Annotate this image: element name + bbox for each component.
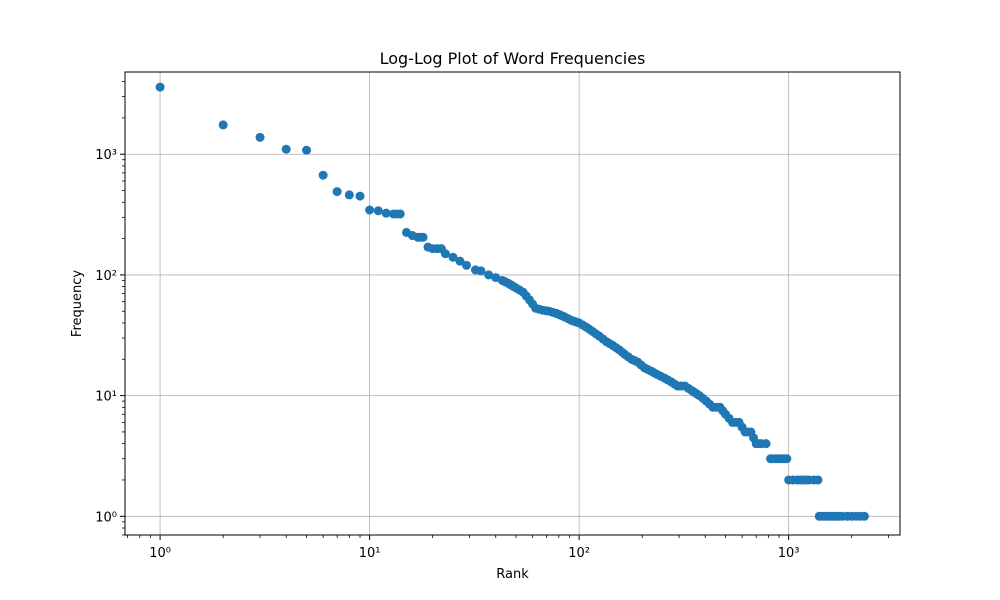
x-tick-label: 10² xyxy=(568,546,590,561)
data-point xyxy=(578,320,588,330)
data-point xyxy=(318,170,328,180)
data-point xyxy=(415,232,425,242)
data-point xyxy=(461,260,471,270)
data-point xyxy=(392,209,402,219)
data-point xyxy=(835,511,845,521)
data-point xyxy=(440,249,450,259)
scatter-points xyxy=(155,82,869,521)
chart-title: Log-Log Plot of Word Frequencies xyxy=(380,49,646,68)
data-point xyxy=(813,475,823,485)
data-point xyxy=(649,368,659,378)
data-point xyxy=(281,144,291,154)
data-point xyxy=(302,145,312,155)
data-point xyxy=(515,285,525,295)
data-point xyxy=(455,256,465,266)
x-tick-label: 10³ xyxy=(778,546,800,561)
data-point xyxy=(355,191,365,201)
data-point xyxy=(617,347,627,357)
data-point xyxy=(528,299,538,309)
data-point xyxy=(663,375,673,385)
data-point xyxy=(591,329,601,339)
grid xyxy=(125,72,900,535)
data-point xyxy=(332,187,342,197)
x-tick-label: 10¹ xyxy=(359,546,381,561)
data-point xyxy=(749,433,759,443)
data-point xyxy=(656,371,666,381)
y-tick-label: 10³ xyxy=(95,148,117,163)
y-tick-label: 10⁰ xyxy=(95,510,117,525)
data-point xyxy=(761,439,771,449)
data-point xyxy=(859,511,869,521)
data-point xyxy=(476,266,486,276)
data-point xyxy=(754,439,764,449)
data-point xyxy=(724,413,734,423)
data-point xyxy=(669,379,679,389)
data-point xyxy=(218,120,228,130)
data-point xyxy=(373,206,383,216)
data-point xyxy=(630,356,640,366)
data-point xyxy=(344,190,354,200)
plot-frame xyxy=(124,71,901,536)
data-point xyxy=(381,208,391,218)
data-point xyxy=(584,324,594,334)
data-point xyxy=(521,291,531,301)
data-point xyxy=(676,381,686,391)
data-point xyxy=(484,270,494,280)
data-point xyxy=(598,334,608,344)
x-tick-label: 10⁰ xyxy=(149,546,171,561)
axis-ticks: 10⁰ 10¹ 10² 10³ 10⁰ 10¹ 10² 10³ xyxy=(95,81,890,561)
data-point xyxy=(636,360,646,370)
data-point xyxy=(705,399,715,409)
data-point xyxy=(698,393,708,403)
y-tick-label: 10² xyxy=(95,269,117,284)
data-point xyxy=(534,304,544,314)
y-tick-label: 10¹ xyxy=(95,390,117,405)
data-point xyxy=(731,417,741,427)
data-point xyxy=(541,306,551,316)
data-point xyxy=(255,132,265,142)
data-point xyxy=(365,205,375,215)
data-point xyxy=(801,475,811,485)
data-point xyxy=(155,82,165,92)
data-point xyxy=(743,427,753,437)
data-point xyxy=(718,406,728,416)
y-axis-label: Frequency xyxy=(70,270,85,337)
data-point xyxy=(448,252,458,262)
x-axis-label: Rank xyxy=(496,567,529,582)
data-point xyxy=(779,454,789,464)
